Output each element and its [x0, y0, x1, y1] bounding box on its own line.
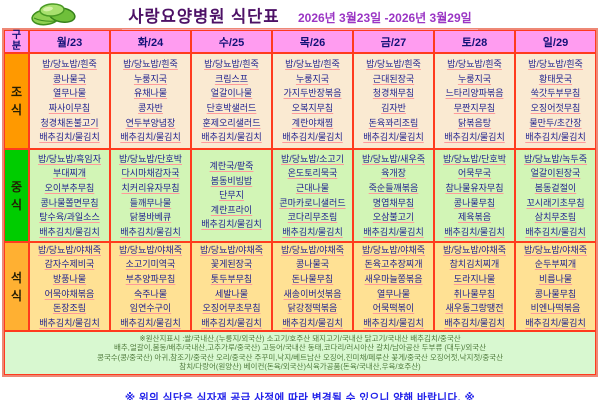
- menu-cell-lunch-mon: 밥/당뇨밥/흑임자 부대찌개 오이부추무침 콩나물쫄면무침 탕수육/과일소스 배추김치/물…: [29, 149, 110, 242]
- day-header-fri: 금/27: [353, 30, 434, 53]
- menu-cell-breakfast-tue: 밥/당뇨밥/흰죽 누룽지국 유채나물 콩자반 연두부양념장 배추김치/물김치: [110, 53, 191, 149]
- menu-cell-lunch-fri: 밥/당뇨밥/새우죽 육개장 죽순들깨볶음 명엽채무침 오삼불고기 배추김치/물김치: [353, 149, 434, 242]
- day-header-thu: 목/26: [272, 30, 353, 53]
- meal-row-label-lunch: 중식: [4, 149, 29, 242]
- date-range: 2026년 3월23일 -2026년 3월29일: [297, 11, 472, 25]
- menu-cell-breakfast-sat: 밥/당뇨밥/흰죽 누룽지국 느타리양파볶음 무짠지무침 닭볶음탕 배추김치/물김치: [434, 53, 515, 149]
- day-header-mon: 월/23: [29, 30, 110, 53]
- meal-row-label-dinner: 석식: [4, 242, 29, 331]
- menu-table: 구분 월/23 화/24 수/25 목/26 금/27 토/28 일/29 조식…: [2, 28, 598, 377]
- menu-cell-lunch-thu: 밥/당뇨밥/소고기 온도토리묵국 근대나물 콘마카로니샐러드 코다리무조림 배추김치/물김…: [272, 149, 353, 242]
- menu-cell-breakfast-sun: 밥/당뇨밥/흰죽 황태뭇국 쑥갓두부무침 오징어젓무침 물만두/초간장 배추김치/물김치: [515, 53, 596, 149]
- menu-cell-lunch-sat: 밥/당뇨밥/단호박 어묵무국 참나물유자무침 콩나물무침 제육볶음 배추김치/물김치: [434, 149, 515, 242]
- cabbage-logo-icon: [31, 3, 76, 26]
- menu-cell-breakfast-thu: 밥/당뇨밥/흰죽 누룽지국 가지두반장볶음 오복지무침 계란야채찜 배추김치/물김치: [272, 53, 353, 149]
- menu-cell-breakfast-wed: 밥/당뇨밥/흰죽 크림스프 얼갈이나물 단호박샐러드 훈제오리샐러드 배추김치/물김치: [191, 53, 272, 149]
- menu-cell-lunch-tue: 밥/당뇨밥/단호박 다시마채감자국 치커리유자무침 들깨무나물 닭봉바베큐 배추김치/물김…: [110, 149, 191, 242]
- day-header-tue: 화/24: [110, 30, 191, 53]
- page-title: 사랑요양병원 식단표: [128, 8, 280, 26]
- menu-cell-dinner-mon: 밥/당뇨밥/야채죽 감자수제비국 방풍나물 어묵야채볶음 돈장조림 배추김치/물김치: [29, 242, 110, 331]
- menu-cell-dinner-fri: 밥/당뇨밥/야채죽 돈육고추장찌개 새우마늘쫑볶음 열무나물 어묵떡볶이 배추김치/물김치: [353, 242, 434, 331]
- page-header: 사랑요양병원 식단표 2026년 3월23일 -2026년 3월29일: [0, 0, 600, 30]
- menu-cell-dinner-sun: 밥/당뇨밥/야채죽 순두부찌개 비름나물 콩나물무침 비엔나떡볶음 배추김치/물김치: [515, 242, 596, 331]
- menu-cell-dinner-sat: 밥/당뇨밥/야채죽 참치김치찌개 도라지나물 취나물무침 새우동그랑땡전 배추김치/물김치: [434, 242, 515, 331]
- disclaimer-note: ※ 위의 식단은 식자재 공급 사정에 따라 변경될 수 있으니 양해 바랍니다…: [124, 391, 476, 400]
- menu-cell-lunch-wed: 계란국/팥죽 봄동비빔밥 단무지 계란프라이 배추김치/물김치: [191, 149, 272, 242]
- day-header-wed: 수/25: [191, 30, 272, 53]
- menu-cell-dinner-thu: 밥/당뇨밥/야채죽 콩나물국 돈나물무침 새송이버섯볶음 닭강정떡볶음 배추김치/물김치: [272, 242, 353, 331]
- menu-cell-dinner-tue: 밥/당뇨밥/야채죽 소고기미역국 부추양파무침 숙주나물 임연수구이 배추김치/물김치: [110, 242, 191, 331]
- day-header-sun: 일/29: [515, 30, 596, 53]
- corner-header: 구분: [4, 30, 29, 53]
- menu-cell-breakfast-mon: 밥/당뇨밥/흰죽 콩나물국 열무나물 짜사이무침 청경채돈불고기 배추김치/물김치: [29, 53, 110, 149]
- menu-cell-breakfast-fri: 밥/당뇨밥/흰죽 근대된장국 청경채무침 김자반 돈육꽈리조림 배추김치/물김치: [353, 53, 434, 149]
- meal-row-label-breakfast: 조식: [4, 53, 29, 149]
- menu-cell-lunch-sun: 밥/당뇨밥/녹두죽 얼갈이된장국 봄동겉절이 꼬시래기초무침 삼치무조림 배추김치/물김치: [515, 149, 596, 242]
- origin-info-footer: ※원산지표시 :쌀/국내산,(누룽지/외국산) 소고기/호주산 돼지고기/국내산…: [4, 331, 596, 375]
- menu-cell-dinner-wed: 밥/당뇨밥/야채죽 꽃게된장국 톳두부무침 세발나물 오징어무초무침 배추김치/물김치: [191, 242, 272, 331]
- day-header-sat: 토/28: [434, 30, 515, 53]
